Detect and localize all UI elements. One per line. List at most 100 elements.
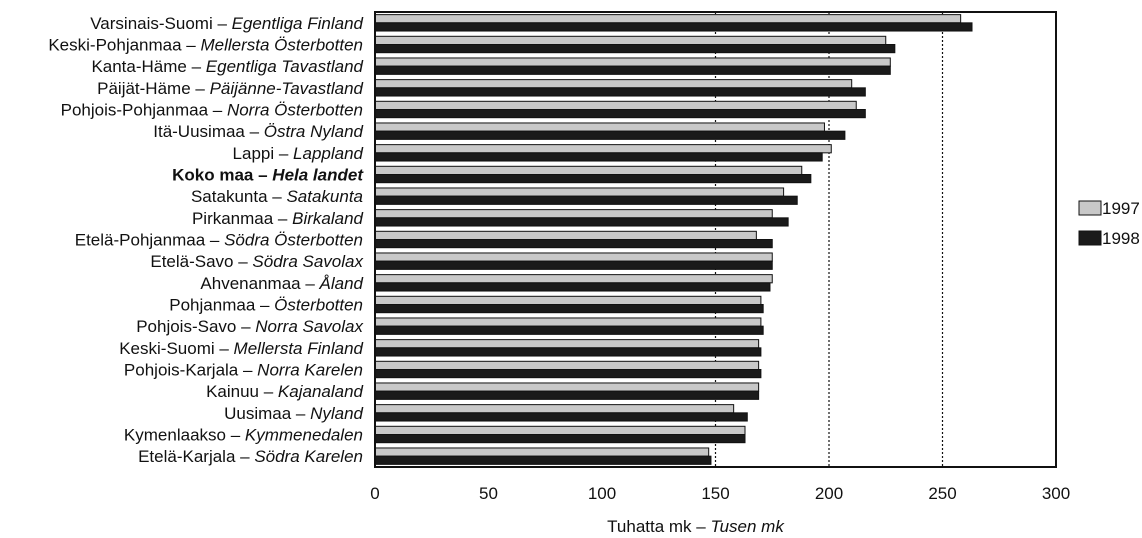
category-label: Koko maa – Hela landet (172, 166, 364, 185)
category-label-sv: Östra Nyland (264, 122, 364, 141)
category-label-sv: Norra Savolax (255, 317, 363, 336)
category-label-fi: Pohjois-Pohjanmaa – (61, 101, 227, 120)
bar-1997-16 (374, 360, 760, 370)
bar-1997-6 (374, 144, 832, 154)
category-label: Keski-Pohjanmaa – Mellersta Österbotten (48, 36, 363, 55)
category-label-fi: Pohjanmaa – (169, 296, 274, 315)
category-label: Etelä-Karjala – Södra Karelen (138, 447, 363, 466)
bar-1998-10 (374, 239, 773, 249)
bar-1997-4 (374, 100, 857, 111)
category-label-sv: Egentliga Tavastland (206, 57, 364, 76)
category-label-fi: Keski-Suomi – (119, 339, 233, 358)
legend-swatch-1997 (1078, 200, 1102, 216)
bar-1997-19 (374, 425, 746, 435)
category-label-sv: Åland (319, 274, 364, 293)
category-label-fi: Etelä-Savo – (150, 252, 252, 271)
bar-1997-10 (374, 230, 757, 241)
category-label-fi: Etelä-Karjala – (138, 447, 254, 466)
category-label: Itä-Uusimaa – Östra Nyland (153, 122, 363, 141)
bar-1998-3 (374, 87, 866, 97)
bar-1998-15 (374, 347, 762, 357)
bar-1998-8 (374, 195, 798, 205)
category-label-fi: Etelä-Pohjanmaa – (75, 231, 224, 250)
bar-1998-18 (374, 412, 748, 422)
bar-1998-16 (374, 369, 762, 379)
category-label: Pirkanmaa – Birkaland (192, 209, 364, 228)
legend: 1997 1998 (1078, 199, 1140, 248)
category-label-sv: Norra Karelen (257, 361, 363, 380)
category-label-sv: Satakunta (286, 187, 363, 206)
category-label-sv: Egentliga Finland (232, 14, 364, 33)
category-label-sv: Södra Österbotten (224, 231, 363, 250)
category-label-sv: Norra Österbotten (227, 101, 363, 120)
bars (374, 14, 973, 465)
category-label-fi: Päijät-Häme – (97, 79, 209, 98)
legend-label-1998: 1998 (1102, 229, 1140, 248)
x-axis-title-sv: Tusen mk (710, 517, 785, 536)
category-label-fi: Pohjois-Karjala – (124, 361, 257, 380)
bar-1998-20 (374, 455, 712, 465)
bar-1998-13 (374, 304, 764, 314)
category-label-fi: Satakunta – (191, 187, 286, 206)
category-label: Pohjois-Karjala – Norra Karelen (124, 361, 363, 380)
category-label: Etelä-Savo – Södra Savolax (150, 252, 363, 271)
x-tick-label: 50 (479, 484, 498, 503)
category-label-sv: Kajanaland (278, 382, 364, 401)
category-label-fi: Kanta-Häme – (91, 57, 205, 76)
bar-1997-7 (374, 165, 803, 176)
category-label: Varsinais-Suomi – Egentliga Finland (90, 14, 363, 33)
bar-1997-12 (374, 274, 773, 284)
bar-1997-3 (374, 79, 853, 89)
category-label: Kanta-Häme – Egentliga Tavastland (91, 57, 363, 76)
category-label-sv: Österbotten (274, 296, 363, 315)
bar-1997-17 (374, 382, 760, 392)
category-label: Kymenlaakso – Kymmenedalen (124, 426, 363, 445)
category-label-fi: Itä-Uusimaa – (153, 122, 264, 141)
legend-label-1997: 1997 (1102, 199, 1140, 218)
bar-1997-0 (374, 14, 962, 24)
bar-1997-15 (374, 339, 760, 349)
x-tick-labels: 0 50 100 150 200 250 300 (370, 484, 1070, 503)
bar-1997-14 (374, 317, 762, 327)
x-tick-label: 300 (1042, 484, 1070, 503)
category-label-sv: Hela landet (272, 166, 364, 185)
category-label-fi: Keski-Pohjanmaa – (48, 36, 200, 55)
category-label: Pohjanmaa – Österbotten (169, 296, 363, 315)
bar-1998-2 (374, 65, 891, 75)
category-label-fi: Pohjois-Savo – (136, 317, 255, 336)
category-label-fi: Ahvenanmaa – (200, 274, 319, 293)
bar-1997-13 (374, 295, 762, 305)
bar-1998-19 (374, 434, 746, 444)
category-label: Uusimaa – Nyland (224, 404, 363, 423)
bar-1997-2 (374, 57, 891, 67)
category-labels: Varsinais-Suomi – Egentliga Finland Keski… (48, 14, 364, 466)
bar-1998-12 (374, 282, 771, 292)
x-tick-label: 200 (815, 484, 843, 503)
bar-1998-0 (374, 22, 973, 32)
category-label-fi: Kymenlaakso – (124, 426, 245, 445)
category-label-sv: Lappland (293, 144, 364, 163)
bar-1997-9 (374, 209, 773, 219)
category-label: Ahvenanmaa – Åland (200, 274, 363, 293)
category-label: Päijät-Häme – Päijänne-Tavastland (97, 79, 363, 98)
bar-1998-14 (374, 325, 764, 335)
x-axis-title: Tuhatta mk – Tusen mk (607, 517, 785, 536)
x-axis-title-fi: Tuhatta mk – (607, 517, 710, 536)
legend-swatch-1998 (1078, 230, 1102, 246)
x-tick-label: 150 (701, 484, 729, 503)
category-label-fi: Varsinais-Suomi – (90, 14, 231, 33)
bar-1997-11 (374, 252, 773, 262)
bar-1998-9 (374, 217, 789, 227)
category-label-sv: Södra Karelen (254, 447, 363, 466)
category-label: Pohjois-Pohjanmaa – Norra Österbotten (61, 101, 363, 120)
category-label-fi: Koko maa – (172, 166, 272, 185)
category-label-sv: Mellersta Österbotten (200, 36, 363, 55)
x-tick-label: 100 (588, 484, 616, 503)
category-label-sv: Nyland (310, 404, 363, 423)
category-label-fi: Kainuu – (206, 382, 278, 401)
x-tick-label: 250 (928, 484, 956, 503)
bar-1998-7 (374, 174, 812, 184)
category-label: Keski-Suomi – Mellersta Finland (119, 339, 363, 358)
category-label-sv: Södra Savolax (252, 252, 363, 271)
